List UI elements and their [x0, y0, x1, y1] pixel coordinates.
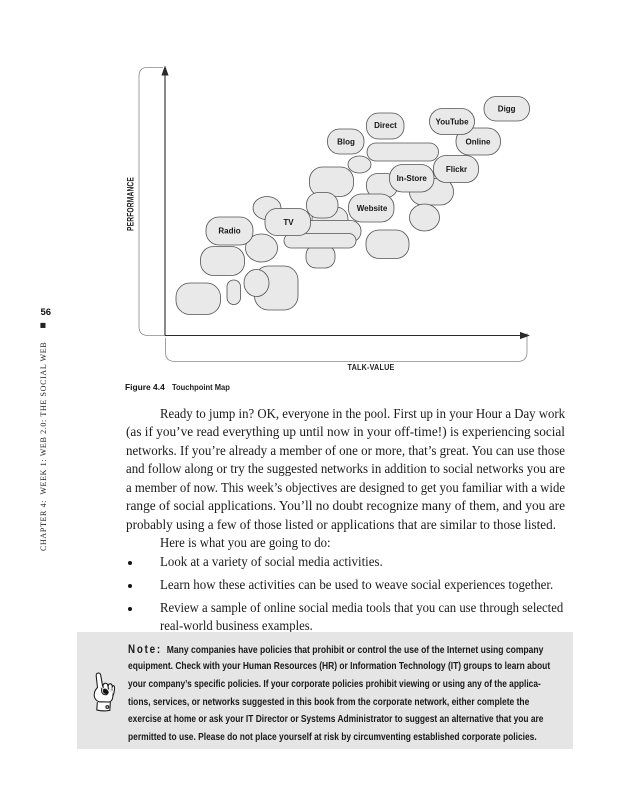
svg-text:Flickr: Flickr [446, 165, 467, 174]
svg-text:Digg: Digg [498, 105, 516, 114]
svg-text:TALK-VALUE: TALK-VALUE [348, 363, 395, 372]
svg-text:Website: Website [357, 204, 388, 213]
svg-text:YouTube: YouTube [435, 118, 469, 127]
svg-text:In-Store: In-Store [397, 174, 428, 183]
svg-text:TV: TV [283, 218, 294, 227]
svg-text:Direct: Direct [374, 121, 397, 130]
svg-text:Online: Online [466, 138, 491, 147]
svg-text:Radio: Radio [218, 227, 240, 236]
svg-text:PERFORMANCE: PERFORMANCE [126, 177, 136, 231]
svg-text:Blog: Blog [337, 138, 355, 147]
